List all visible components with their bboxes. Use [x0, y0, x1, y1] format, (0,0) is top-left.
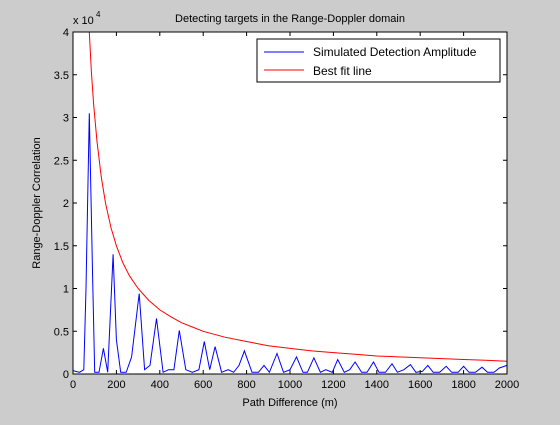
y-tick-label: 3.5	[54, 70, 69, 82]
y-tick-label: 3	[63, 113, 69, 125]
legend-label-simulated-detection-amplitude: Simulated Detection Amplitude	[313, 45, 477, 59]
series-layer	[72, 31, 508, 374]
x-tick-label: 2000	[495, 379, 519, 391]
legend-label-best-fit-line: Best fit line	[313, 64, 372, 78]
y-axis-label: Range-Doppler Correlation	[31, 137, 43, 268]
x-tick-label: 200	[107, 379, 125, 391]
y-tick-label: 0	[63, 369, 69, 381]
x-tick-label: 1800	[451, 379, 475, 391]
x-tick-label: 1600	[408, 379, 432, 391]
x-tick-label: 0	[70, 379, 76, 391]
y-exponent-power: 4	[96, 10, 101, 19]
axes-layer: 0 200 400 600 800 1000 1200 1400 1600 1800 2000 0 0.…	[54, 27, 520, 391]
x-tick-label: 800	[237, 379, 255, 391]
y-tick-label: 2.5	[54, 155, 69, 167]
y-tick-label: 0.5	[54, 326, 69, 338]
x-tick-label: 1200	[321, 379, 345, 391]
y-tick-label: 1.5	[54, 241, 69, 253]
x-axis-label: Path Difference (m)	[242, 397, 337, 409]
y-tick-label: 2	[63, 198, 69, 210]
y-tick-label: 4	[63, 27, 69, 39]
x-tick-label: 600	[194, 379, 212, 391]
y-exponent-base: x 10	[73, 15, 94, 27]
legend-box	[256, 38, 501, 83]
y-tick-label: 1	[63, 284, 69, 296]
x-tick-label: 400	[151, 379, 169, 391]
x-tick-label: 1400	[365, 379, 389, 391]
chart-title: Detecting targets in the Range-Doppler d…	[175, 13, 405, 25]
series-line-simulated-detection-amplitude	[72, 113, 508, 374]
x-tick-label: 1000	[278, 379, 302, 391]
legend: Simulated Detection Amplitude Best fit l…	[256, 38, 501, 83]
plot-frame	[72, 31, 508, 375]
series-line-best-fit-line	[88, 31, 508, 362]
plot-area	[73, 32, 507, 374]
